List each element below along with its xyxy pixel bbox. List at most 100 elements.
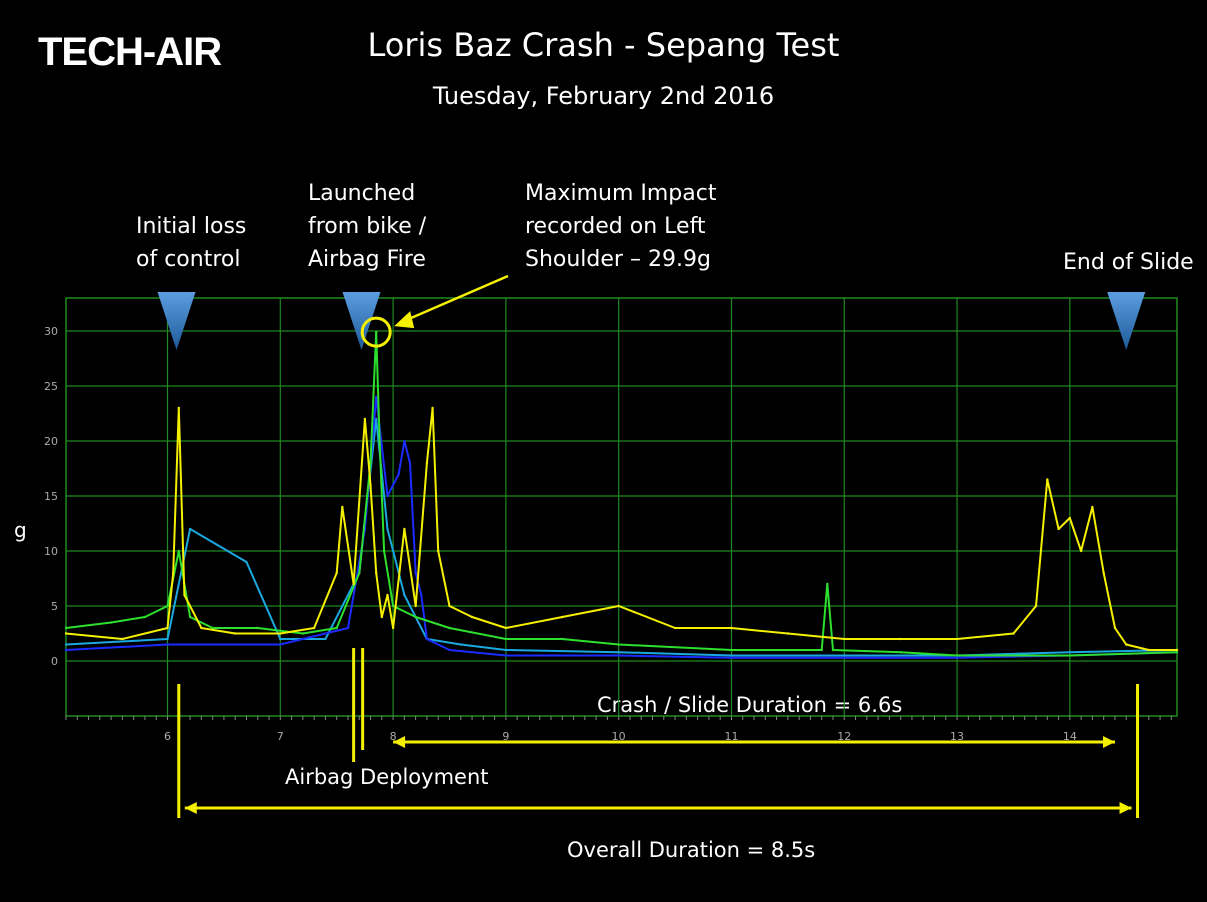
series-cyan-point (403, 593, 406, 597)
y-tick-label: 30 (44, 325, 58, 338)
x-tick-label: 14 (1063, 730, 1077, 743)
series-yellow-point (673, 626, 677, 630)
series-yellow-point (374, 571, 378, 575)
y-tick-label: 25 (44, 380, 58, 393)
chart-title: Loris Baz Crash - Sepang Test (367, 26, 840, 64)
series-yellow-point (1102, 571, 1105, 575)
series-yellow-point (279, 632, 282, 635)
series-yellow-point (166, 626, 169, 630)
series-green-point (831, 648, 835, 652)
series-green-point (617, 643, 620, 646)
series-green-point (730, 648, 733, 652)
series-yellow-point (386, 593, 389, 597)
series-blue-point (64, 648, 68, 652)
series-yellow-point (1079, 549, 1083, 553)
series-green-point (358, 571, 361, 575)
series-green-point (955, 654, 959, 657)
annotation-crash-duration: Crash / Slide Duration = 6.6s (597, 693, 903, 717)
series-cyan-point (617, 651, 620, 654)
series-blue-point (425, 637, 429, 641)
series-yellow-point (352, 582, 355, 586)
series-yellow-point (183, 593, 186, 597)
series-yellow-point (1125, 643, 1128, 646)
series-yellow-point (363, 417, 367, 421)
series-green-point (826, 582, 829, 586)
series-yellow-point (617, 604, 620, 608)
annotation-max-impact: Maximum Impact recorded on Left Shoulder… (525, 181, 717, 272)
series-blue-point (279, 643, 282, 646)
event-marker-triangle (1107, 292, 1146, 350)
series-yellow-point (786, 632, 790, 635)
series-yellow-point (899, 637, 902, 641)
series-cyan-point (504, 648, 508, 652)
series-cyan-point (459, 643, 462, 646)
crash-duration-arrow-right (1102, 736, 1115, 748)
series-green-point (448, 626, 451, 630)
series-blue-point (414, 571, 417, 575)
y-tick-label: 10 (44, 545, 58, 558)
series-yellow-point (1068, 516, 1072, 520)
series-blue-point (420, 593, 423, 597)
series-blue-point (843, 656, 846, 659)
series-yellow-point (171, 571, 175, 575)
event-marker-triangle (342, 292, 381, 350)
overall-duration-arrow-left (184, 802, 197, 814)
x-tick-label: 7 (277, 730, 284, 743)
series-yellow-point (1091, 505, 1094, 509)
series-green-point (301, 632, 305, 635)
series-green-point (1175, 651, 1179, 654)
max-impact-arrowhead (394, 311, 415, 329)
overall-duration-arrow-right (1119, 802, 1132, 814)
series-cyan-point (188, 527, 192, 531)
y-tick-label: 5 (51, 600, 58, 613)
series-yellow-point (414, 604, 417, 608)
y-tick-label: 0 (51, 655, 58, 668)
y-tick-label: 15 (44, 490, 58, 503)
series-cyan-point (374, 417, 378, 421)
series-blue-point (374, 395, 378, 399)
max-impact-circle (360, 316, 392, 348)
series-cyan-point (64, 643, 68, 646)
series-yellow-point (1175, 648, 1179, 652)
y-tick-label: 20 (44, 435, 58, 448)
series-cyan-point (1068, 651, 1072, 654)
series-yellow-point (1057, 527, 1060, 531)
series-green-point (188, 615, 192, 619)
series-green-point (504, 637, 508, 641)
series-yellow-point (335, 571, 338, 575)
series-yellow-point (448, 604, 451, 608)
series-green-point (820, 648, 823, 652)
series-blue-point (346, 626, 350, 630)
series-yellow-point (437, 549, 440, 553)
series-blue-point (386, 494, 389, 498)
series-yellow-point (1012, 632, 1015, 635)
series-yellow-point (391, 626, 395, 630)
series-green-point (1068, 654, 1072, 657)
series-green-point (335, 626, 338, 630)
series-green-point (211, 626, 214, 630)
annotation-end-of-slide: End of Slide (1063, 250, 1194, 275)
series-yellow-point (64, 632, 68, 635)
annotation-airbag-deployment: Airbag Deployment (285, 765, 489, 789)
x-tick-label: 12 (837, 730, 851, 743)
series-green-point (374, 330, 378, 334)
series-cyan-point (245, 560, 248, 564)
series-yellow-point (1046, 478, 1049, 481)
chart-subtitle: Tuesday, February 2nd 2016 (432, 82, 775, 110)
series-yellow-point (121, 637, 124, 641)
series-blue-point (617, 654, 620, 657)
event-marker-triangle (157, 292, 196, 350)
x-tick-label: 11 (724, 730, 738, 743)
series-cyan-point (279, 637, 282, 641)
series-blue-point (955, 656, 959, 659)
series-blue-point (397, 472, 400, 476)
series-blue-point (504, 654, 508, 657)
series-yellow-point (369, 483, 372, 487)
max-impact-arrow (405, 274, 509, 322)
series-yellow-point (403, 527, 406, 531)
series-yellow-point (431, 406, 434, 410)
series-green-point (109, 621, 113, 624)
series-green-point (177, 549, 180, 553)
series-yellow-point (955, 637, 959, 641)
